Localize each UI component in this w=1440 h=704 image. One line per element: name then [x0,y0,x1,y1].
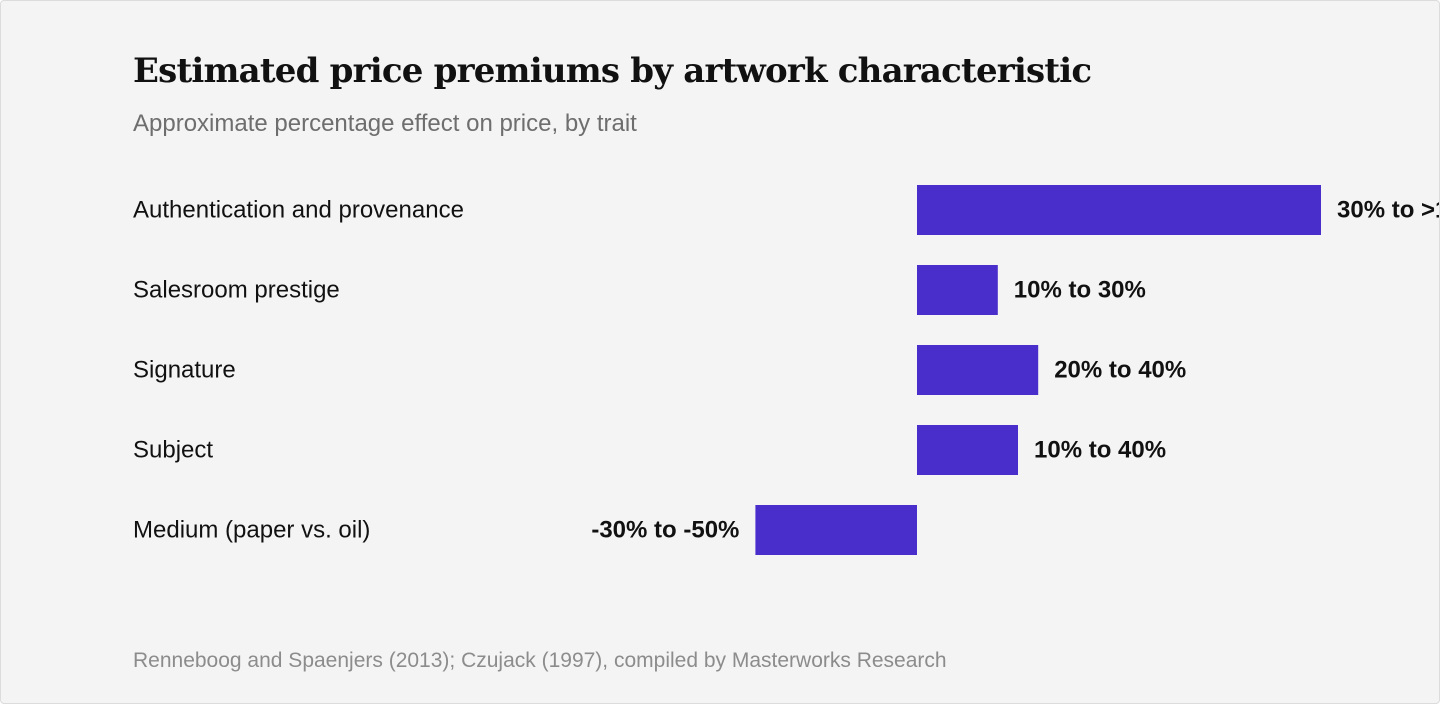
chart-title: Estimated price premiums by artwork char… [133,51,1092,91]
value-label: 10% to 30% [1014,277,1146,304]
value-label: -30% to -50% [591,517,739,544]
bar [755,505,917,555]
bar [917,345,1039,395]
bar [917,425,1018,475]
category-label: Signature [133,357,236,384]
source-note: Renneboog and Spaenjers (2013); Czujack … [133,649,947,672]
chart-subtitle: Approximate percentage effect on price, … [133,110,637,137]
category-label: Subject [133,437,213,464]
category-label: Authentication and provenance [133,197,464,224]
bar [917,185,1321,235]
value-label: 10% to 40% [1034,437,1166,464]
bar [917,265,998,315]
category-label: Medium (paper vs. oil) [133,517,370,544]
category-label: Salesroom prestige [133,277,340,304]
value-label: 30% to >100% [1337,197,1439,224]
value-label: 20% to 40% [1054,357,1186,384]
